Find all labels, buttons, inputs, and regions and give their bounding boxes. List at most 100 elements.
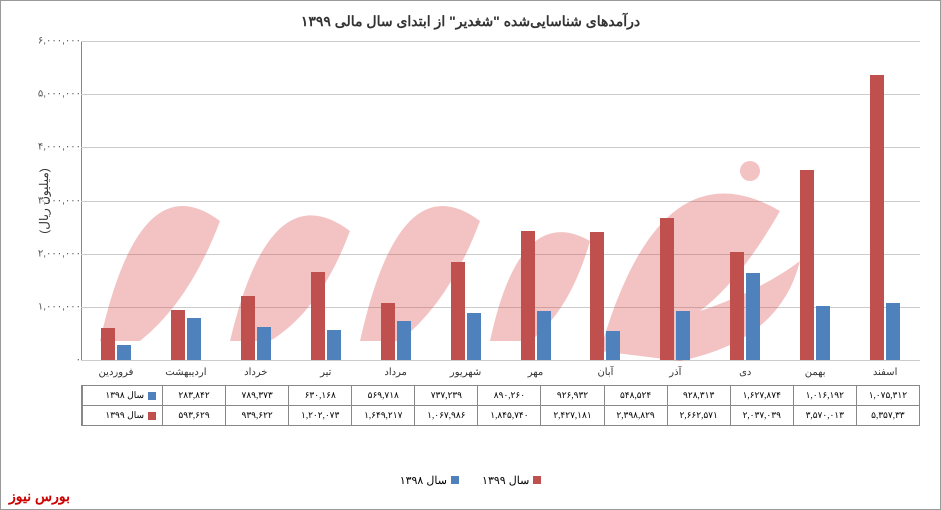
x-category-label: فروردین (81, 363, 151, 378)
legend-label-1399: سال ۱۳۹۹ (482, 474, 529, 487)
chart-title: درآمدهای شناسایی‌شده "شغدیر" از ابتدای س… (1, 1, 940, 36)
data-table: سال ۱۳۹۸۲۸۳,۸۴۲۷۸۹,۳۷۳۶۳۰,۱۶۸۵۶۹,۷۱۸۷۳۷,… (81, 385, 920, 426)
legend-item-1398: سال ۱۳۹۸ (400, 474, 459, 487)
table-cell: ۵,۳۵۷,۳۳ (856, 406, 919, 425)
bar-group (850, 41, 920, 360)
bar (171, 310, 185, 360)
x-category-label: بهمن (780, 363, 850, 378)
bar (397, 321, 411, 360)
y-tick-label: ۵,۰۰۰,۰۰۰ (32, 89, 81, 100)
series-swatch (148, 392, 156, 400)
table-cell: ۱,۰۱۶,۱۹۲ (793, 386, 856, 405)
series-label: سال ۱۳۹۹ (105, 410, 144, 421)
y-tick-label: ۳,۰۰۰,۰۰۰ (32, 195, 81, 206)
bar (816, 306, 830, 360)
bar (101, 328, 115, 360)
legend-swatch-1399 (533, 476, 541, 484)
bar (381, 303, 395, 360)
table-cell: ۳,۵۷۰,۰۱۳ (793, 406, 856, 425)
bar-group (361, 41, 431, 360)
legend-item-1399: سال ۱۳۹۹ (482, 474, 541, 487)
bar (870, 75, 884, 360)
table-cell: ۱,۰۷۵,۳۱۲ (856, 386, 919, 405)
bar-group (640, 41, 710, 360)
bar (327, 330, 341, 360)
bar-group (291, 41, 361, 360)
table-cell: ۷۸۹,۳۷۳ (225, 386, 288, 405)
table-cell: ۲۸۳,۸۴۲ (162, 386, 225, 405)
bar-group (221, 41, 291, 360)
y-tick-label: ۴,۰۰۰,۰۰۰ (32, 142, 81, 153)
bar (746, 273, 760, 360)
table-cell: ۵۴۸,۵۲۴ (604, 386, 667, 405)
bars-host (81, 41, 920, 360)
bar-group (570, 41, 640, 360)
bar (451, 262, 465, 360)
bar (537, 311, 551, 360)
bar (590, 232, 604, 360)
x-category-label: اسفند (850, 363, 920, 378)
bar (187, 318, 201, 360)
bar-group (151, 41, 221, 360)
table-row: سال ۱۳۹۹ ۵۹۳,۶۲۹۹۳۹,۶۲۲۱,۲۰۲,۰۷۳۱,۶۴۹,۲۱۷… (82, 406, 919, 425)
bar (886, 303, 900, 360)
bar-group (780, 41, 850, 360)
bar-group (501, 41, 571, 360)
series-swatch (148, 412, 156, 420)
table-cell: ۱,۶۲۷,۸۷۴ (730, 386, 793, 405)
bar (676, 311, 690, 360)
bar-group (81, 41, 151, 360)
table-cell: ۲,۴۲۷,۱۸۱ (540, 406, 603, 425)
x-category-label: خرداد (221, 363, 291, 378)
x-category-label: تیر (291, 363, 361, 378)
x-category-label: شهریور (431, 363, 501, 378)
x-category-label: آبان (570, 363, 640, 378)
series-label: سال ۱۳۹۸ (105, 390, 144, 401)
bar (311, 272, 325, 360)
x-category-label: دی (710, 363, 780, 378)
plot: ۰۱,۰۰۰,۰۰۰۲,۰۰۰,۰۰۰۳,۰۰۰,۰۰۰۴,۰۰۰,۰۰۰۵,۰… (81, 41, 920, 361)
bar (521, 231, 535, 360)
legend-swatch-1398 (451, 476, 459, 484)
y-tick-label: ۱,۰۰۰,۰۰۰ (32, 301, 81, 312)
chart-container: درآمدهای شناسایی‌شده "شغدیر" از ابتدای س… (0, 0, 941, 510)
bar (467, 313, 481, 360)
x-category-label: مرداد (361, 363, 431, 378)
legend-label-1398: سال ۱۳۹۸ (400, 474, 447, 487)
table-cell: ۹۳۹,۶۲۲ (225, 406, 288, 425)
y-tick-label: ۲,۰۰۰,۰۰۰ (32, 248, 81, 259)
table-cell: ۷۳۷,۲۳۹ (414, 386, 477, 405)
table-cell: ۶۳۰,۱۶۸ (288, 386, 351, 405)
table-cell: ۱,۰۶۷,۹۸۶ (414, 406, 477, 425)
x-category-label: مهر (501, 363, 571, 378)
table-cell: ۱,۶۴۹,۲۱۷ (351, 406, 414, 425)
gridline (81, 360, 920, 361)
y-tick-label: ۶,۰۰۰,۰۰۰ (32, 36, 81, 47)
watermark-text: بورس نیوز (9, 488, 70, 505)
y-tick-label: ۰ (70, 355, 81, 366)
x-category-label: آذر (640, 363, 710, 378)
table-cell: ۱,۲۰۲,۰۷۳ (288, 406, 351, 425)
table-cell: ۲,۶۶۲,۵۷۱ (667, 406, 730, 425)
table-row-header: سال ۱۳۹۸ (82, 386, 162, 405)
legend: سال ۱۳۹۹ سال ۱۳۹۸ (1, 474, 940, 488)
bar (241, 296, 255, 360)
table-cell: ۹۲۸,۳۱۳ (667, 386, 730, 405)
bar (257, 327, 271, 361)
bar (660, 218, 674, 360)
bar-group (710, 41, 780, 360)
chart-plot-area: (میلیون ریال) ۰۱,۰۰۰,۰۰۰۲,۰۰۰,۰۰۰۳,۰۰۰,۰… (81, 41, 920, 361)
table-cell: ۵۹۳,۶۲۹ (162, 406, 225, 425)
bar-group (431, 41, 501, 360)
table-row-header: سال ۱۳۹۹ (82, 406, 162, 425)
table-cell: ۲,۰۳۷,۰۳۹ (730, 406, 793, 425)
x-axis-categories: فروردیناردیبهشتخردادتیرمردادشهریورمهرآبا… (81, 363, 920, 378)
table-cell: ۲,۳۹۸,۸۲۹ (604, 406, 667, 425)
table-cell: ۱,۸۴۵,۷۴۰ (477, 406, 540, 425)
table-row: سال ۱۳۹۸۲۸۳,۸۴۲۷۸۹,۳۷۳۶۳۰,۱۶۸۵۶۹,۷۱۸۷۳۷,… (82, 386, 919, 406)
bar (117, 345, 131, 360)
x-category-label: اردیبهشت (151, 363, 221, 378)
table-cell: ۹۲۶,۹۳۲ (540, 386, 603, 405)
bar (730, 252, 744, 360)
bar (800, 170, 814, 360)
